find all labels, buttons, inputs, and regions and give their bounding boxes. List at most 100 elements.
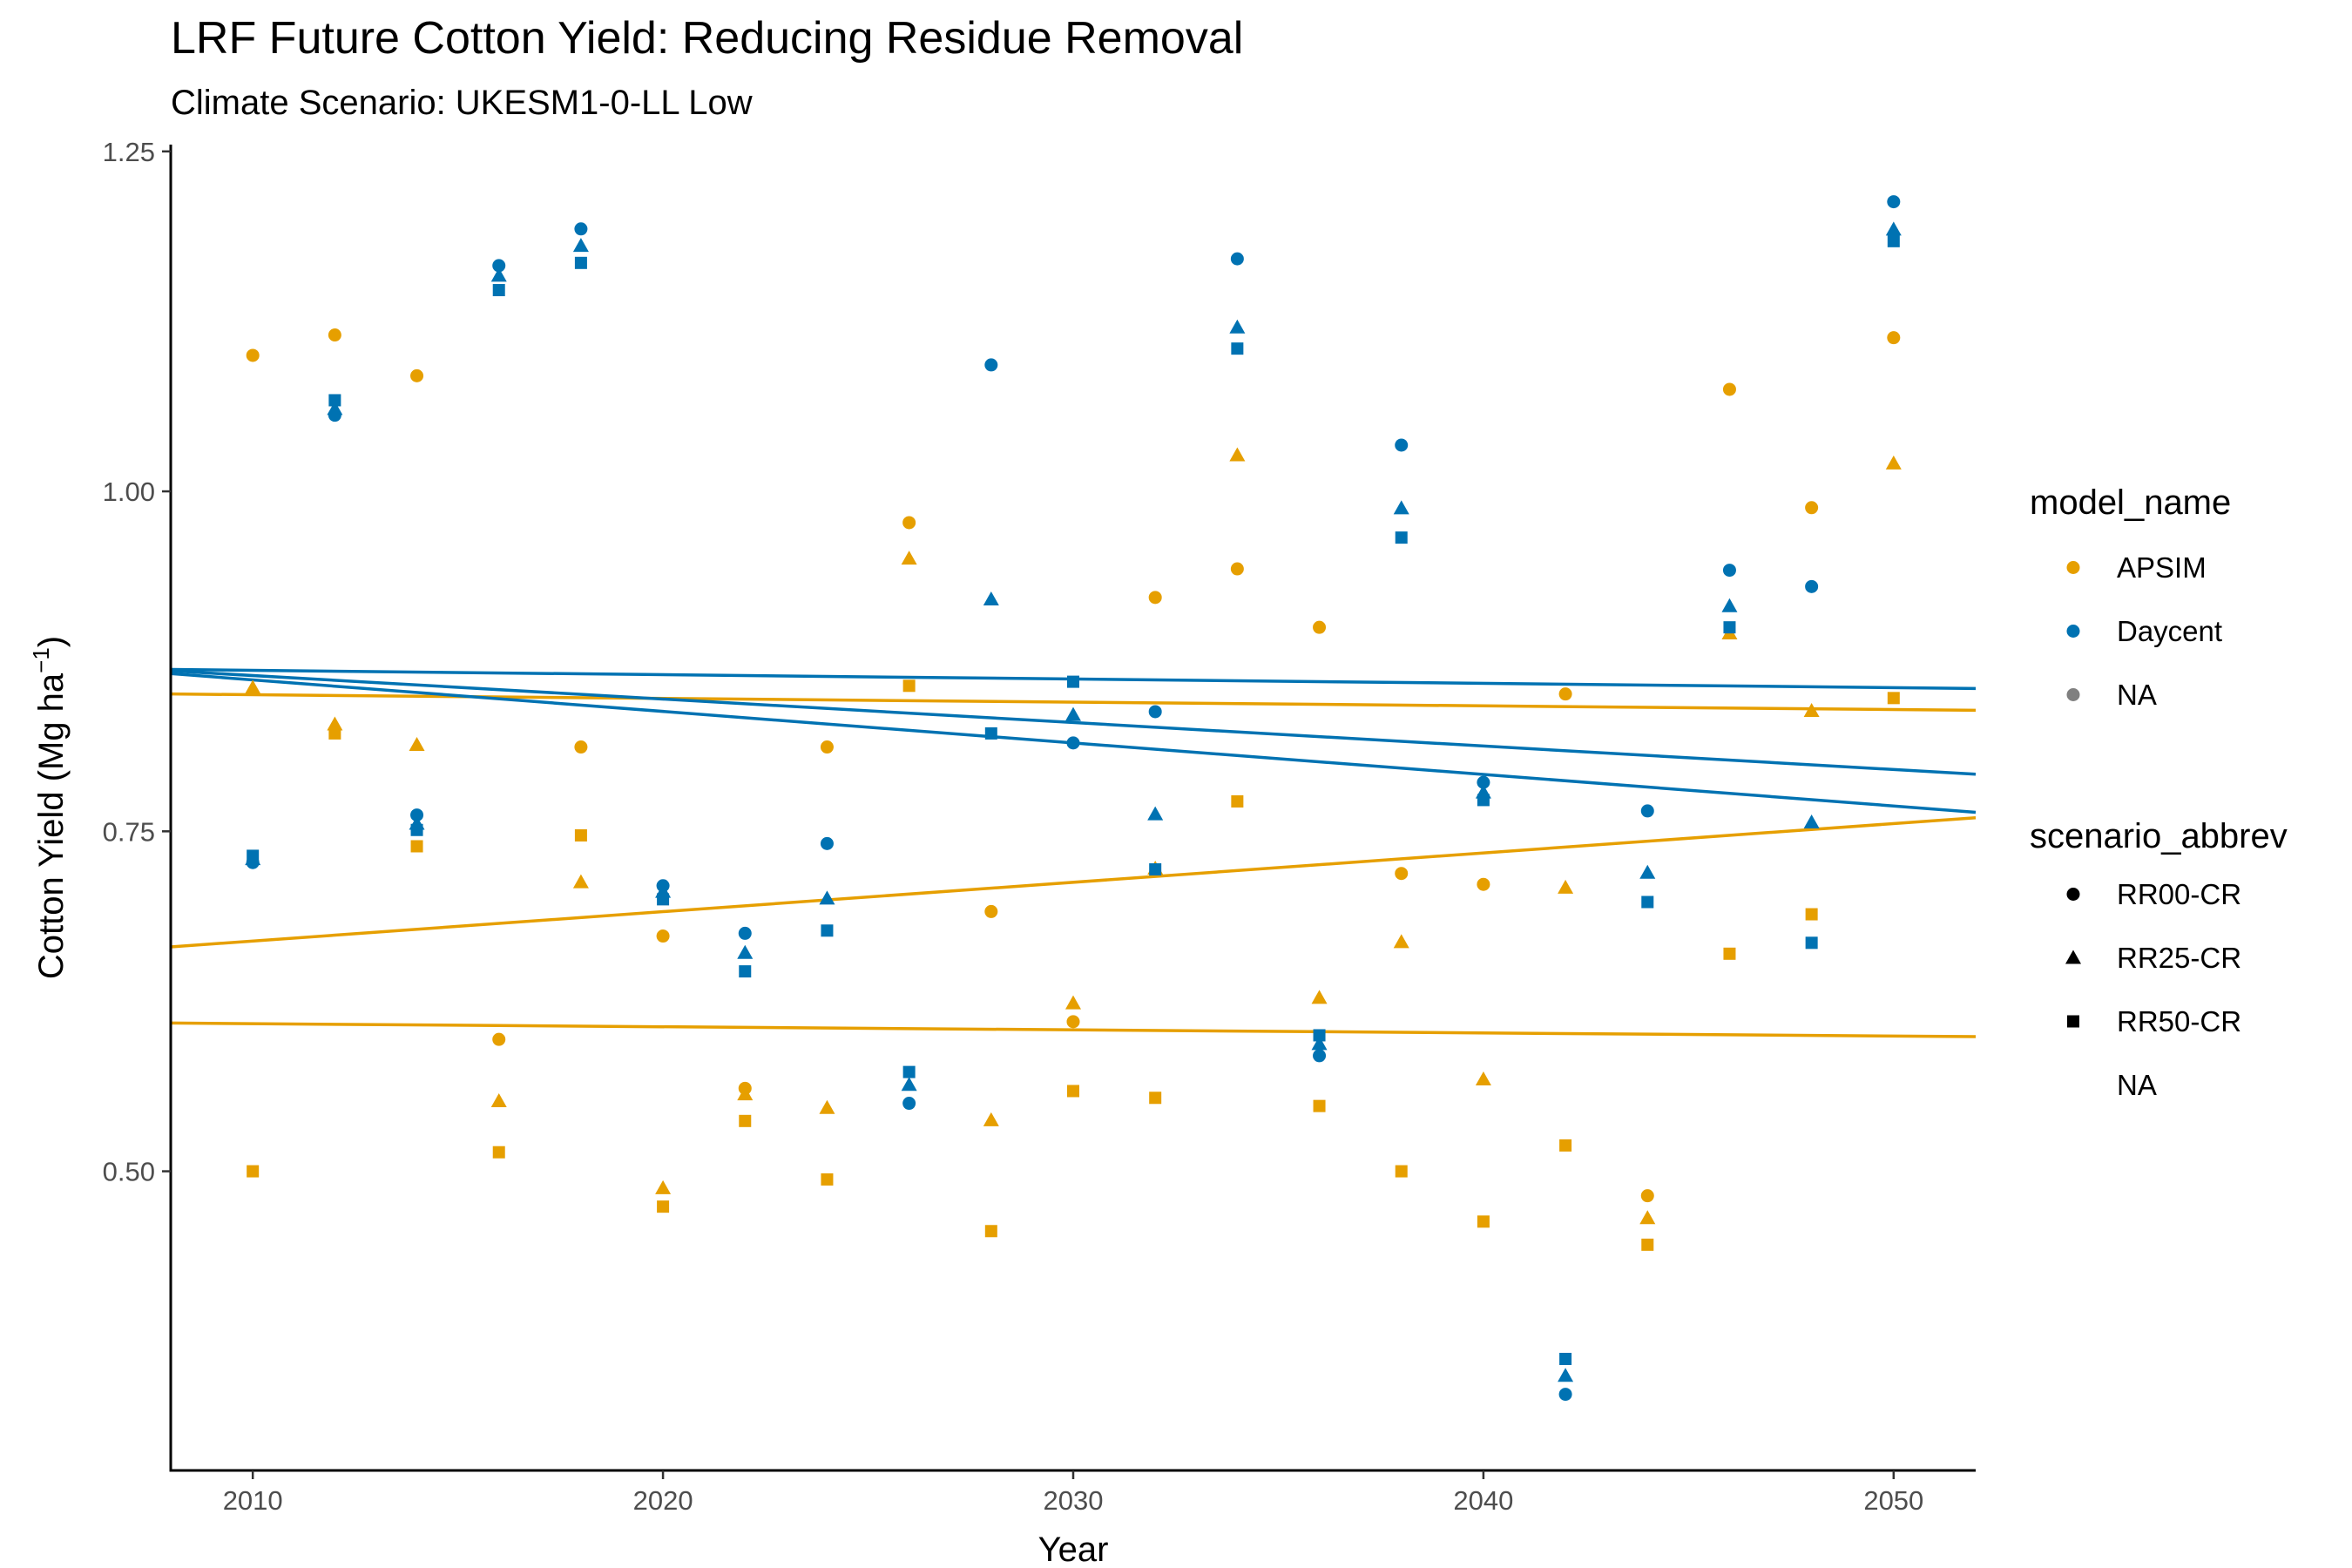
data-point [984,1225,997,1238]
data-point [1231,342,1244,355]
data-point [1067,675,1079,688]
data-point [1805,936,1818,950]
trend-lines [170,667,1977,1038]
data-point [655,1179,672,1194]
data-point [737,944,754,959]
data-point [1477,877,1490,891]
legend-label-apsim: APSIM [2117,551,2207,584]
data-point [1805,908,1818,921]
data-point [1148,591,1162,605]
legend-key-na-model [2066,688,2080,701]
data-point [739,1114,752,1127]
legend-key-triangle [2065,950,2081,964]
data-point [1805,579,1819,593]
data-point [1395,531,1408,544]
legend-key-square [2067,1015,2079,1028]
trend-line [170,669,1977,776]
data-point [1805,501,1819,515]
y-axis-title-main: Cotton Yield (Mg ha [32,672,71,979]
data-point [328,328,341,342]
legend-item-rr25-cr: RR25-CR [2030,926,2288,990]
data-point [328,727,341,740]
data-point [1311,990,1328,1004]
data-point [1229,447,1246,462]
legend-label-rr25-cr: RR25-CR [2117,942,2242,974]
legend-key-apsim [2066,561,2080,574]
data-point [492,259,506,273]
data-point [984,727,997,740]
data-point [492,284,505,297]
data-point [574,829,587,842]
legend-label-na-scenario: NA [2117,1069,2157,1101]
legend-item-na-model: NA [2030,663,2231,727]
data-point [572,238,589,253]
data-point [1311,1036,1328,1051]
data-point [1066,1015,1080,1029]
data-point [984,358,998,372]
data-point [1887,692,1900,705]
data-point [1885,221,1902,236]
data-point [1722,382,1736,396]
data-point [1393,934,1409,949]
data-point [1887,331,1901,345]
y-tick-label: 0.50 [103,1157,155,1187]
legend-item-apsim: APSIM [2030,536,2231,599]
data-point [1393,500,1409,515]
data-point [1229,319,1246,334]
data-point [574,740,588,754]
legend-model-name: model_name APSIM Daycent NA [2030,481,2231,727]
data-point [574,222,588,236]
data-point [1722,564,1736,578]
legend-label-rr50-cr: RR50-CR [2117,1005,2242,1037]
legend-item-daycent: Daycent [2030,599,2231,663]
data-point [247,849,260,862]
data-point [983,591,999,605]
data-point [1558,1388,1572,1402]
x-tick-label: 2050 [1863,1485,1923,1516]
data-point [1313,1029,1326,1042]
data-point [656,929,670,943]
data-point [327,401,343,416]
data-point [739,965,752,978]
data-point [246,348,260,362]
data-point [1313,1049,1327,1063]
data-point [409,736,425,751]
legend-label-rr00-cr: RR00-CR [2117,878,2242,910]
data-point [901,551,917,565]
data-points [245,195,1902,1402]
legend-key-circle [2066,888,2080,901]
data-point [983,1112,999,1126]
data-point [410,840,423,853]
x-tick-label: 2010 [223,1485,283,1516]
legend-title-scenario-abbrev: scenario_abbrev [2030,817,2288,855]
legend-title-model-name: model_name [2030,483,2232,522]
data-point [902,1065,916,1078]
trend-line [170,1021,1977,1038]
data-point [1475,1071,1491,1085]
data-point [1067,1085,1079,1098]
data-point [1395,867,1409,881]
y-tick-label: 1.25 [103,137,155,167]
data-point [1148,705,1162,719]
data-point [1313,1099,1326,1112]
data-point [657,893,670,906]
data-point [1721,598,1738,612]
data-point [821,924,834,937]
y-axis-title-end: ) [32,636,71,647]
data-point [1231,794,1244,808]
data-point [902,516,916,530]
data-point [1230,562,1244,576]
data-point [572,874,589,889]
data-point [1558,1368,1574,1382]
data-point [1885,455,1902,470]
data-point [1887,195,1901,209]
data-point [490,1092,507,1107]
data-point [1230,252,1244,266]
data-point [1640,804,1654,818]
data-point [328,394,341,407]
data-point [1477,775,1490,789]
data-point [738,926,752,940]
data-point [492,1032,506,1046]
legend-key-daycent [2066,625,2080,638]
